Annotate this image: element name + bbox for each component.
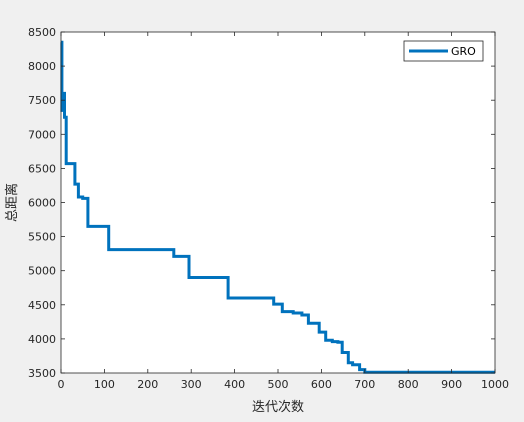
plot-area	[61, 32, 495, 373]
series-layer	[60, 40, 495, 374]
x-tick-label: 500	[268, 378, 289, 391]
x-tick-label: 200	[137, 378, 158, 391]
x-axis-label: 迭代次数	[252, 399, 304, 415]
series-line-gro	[60, 40, 495, 374]
y-tick-label: 6000	[28, 197, 56, 210]
x-tick-label: 400	[224, 378, 245, 391]
legend: GRO	[403, 40, 484, 62]
y-tick-label: 8500	[28, 26, 56, 39]
y-tick-label: 4000	[28, 333, 56, 346]
y-tick-label: 4500	[28, 299, 56, 312]
y-tick-label: 7500	[28, 94, 56, 107]
legend-label-gro: GRO	[451, 45, 476, 58]
x-tick-label: 700	[354, 378, 375, 391]
x-tick-label: 0	[58, 378, 65, 391]
axes-layer: 0 100 200 300 400 500 600 700 800 900 1000 3500 4000…	[28, 26, 509, 391]
y-tick-label: 5000	[28, 265, 56, 278]
y-tick-label: 7000	[28, 128, 56, 141]
x-tick-label: 1000	[481, 378, 509, 391]
x-tick-label: 100	[94, 378, 115, 391]
x-tick-label: 800	[398, 378, 419, 391]
y-axis-label: 总距离	[4, 183, 20, 222]
y-tick-label: 6500	[28, 162, 56, 175]
y-tick-label: 5500	[28, 231, 56, 244]
x-tick-label: 300	[181, 378, 202, 391]
x-tick-label: 900	[441, 378, 462, 391]
y-tick-label: 3500	[28, 367, 56, 380]
y-tick-label: 8000	[28, 60, 56, 73]
x-tick-label: 600	[311, 378, 332, 391]
